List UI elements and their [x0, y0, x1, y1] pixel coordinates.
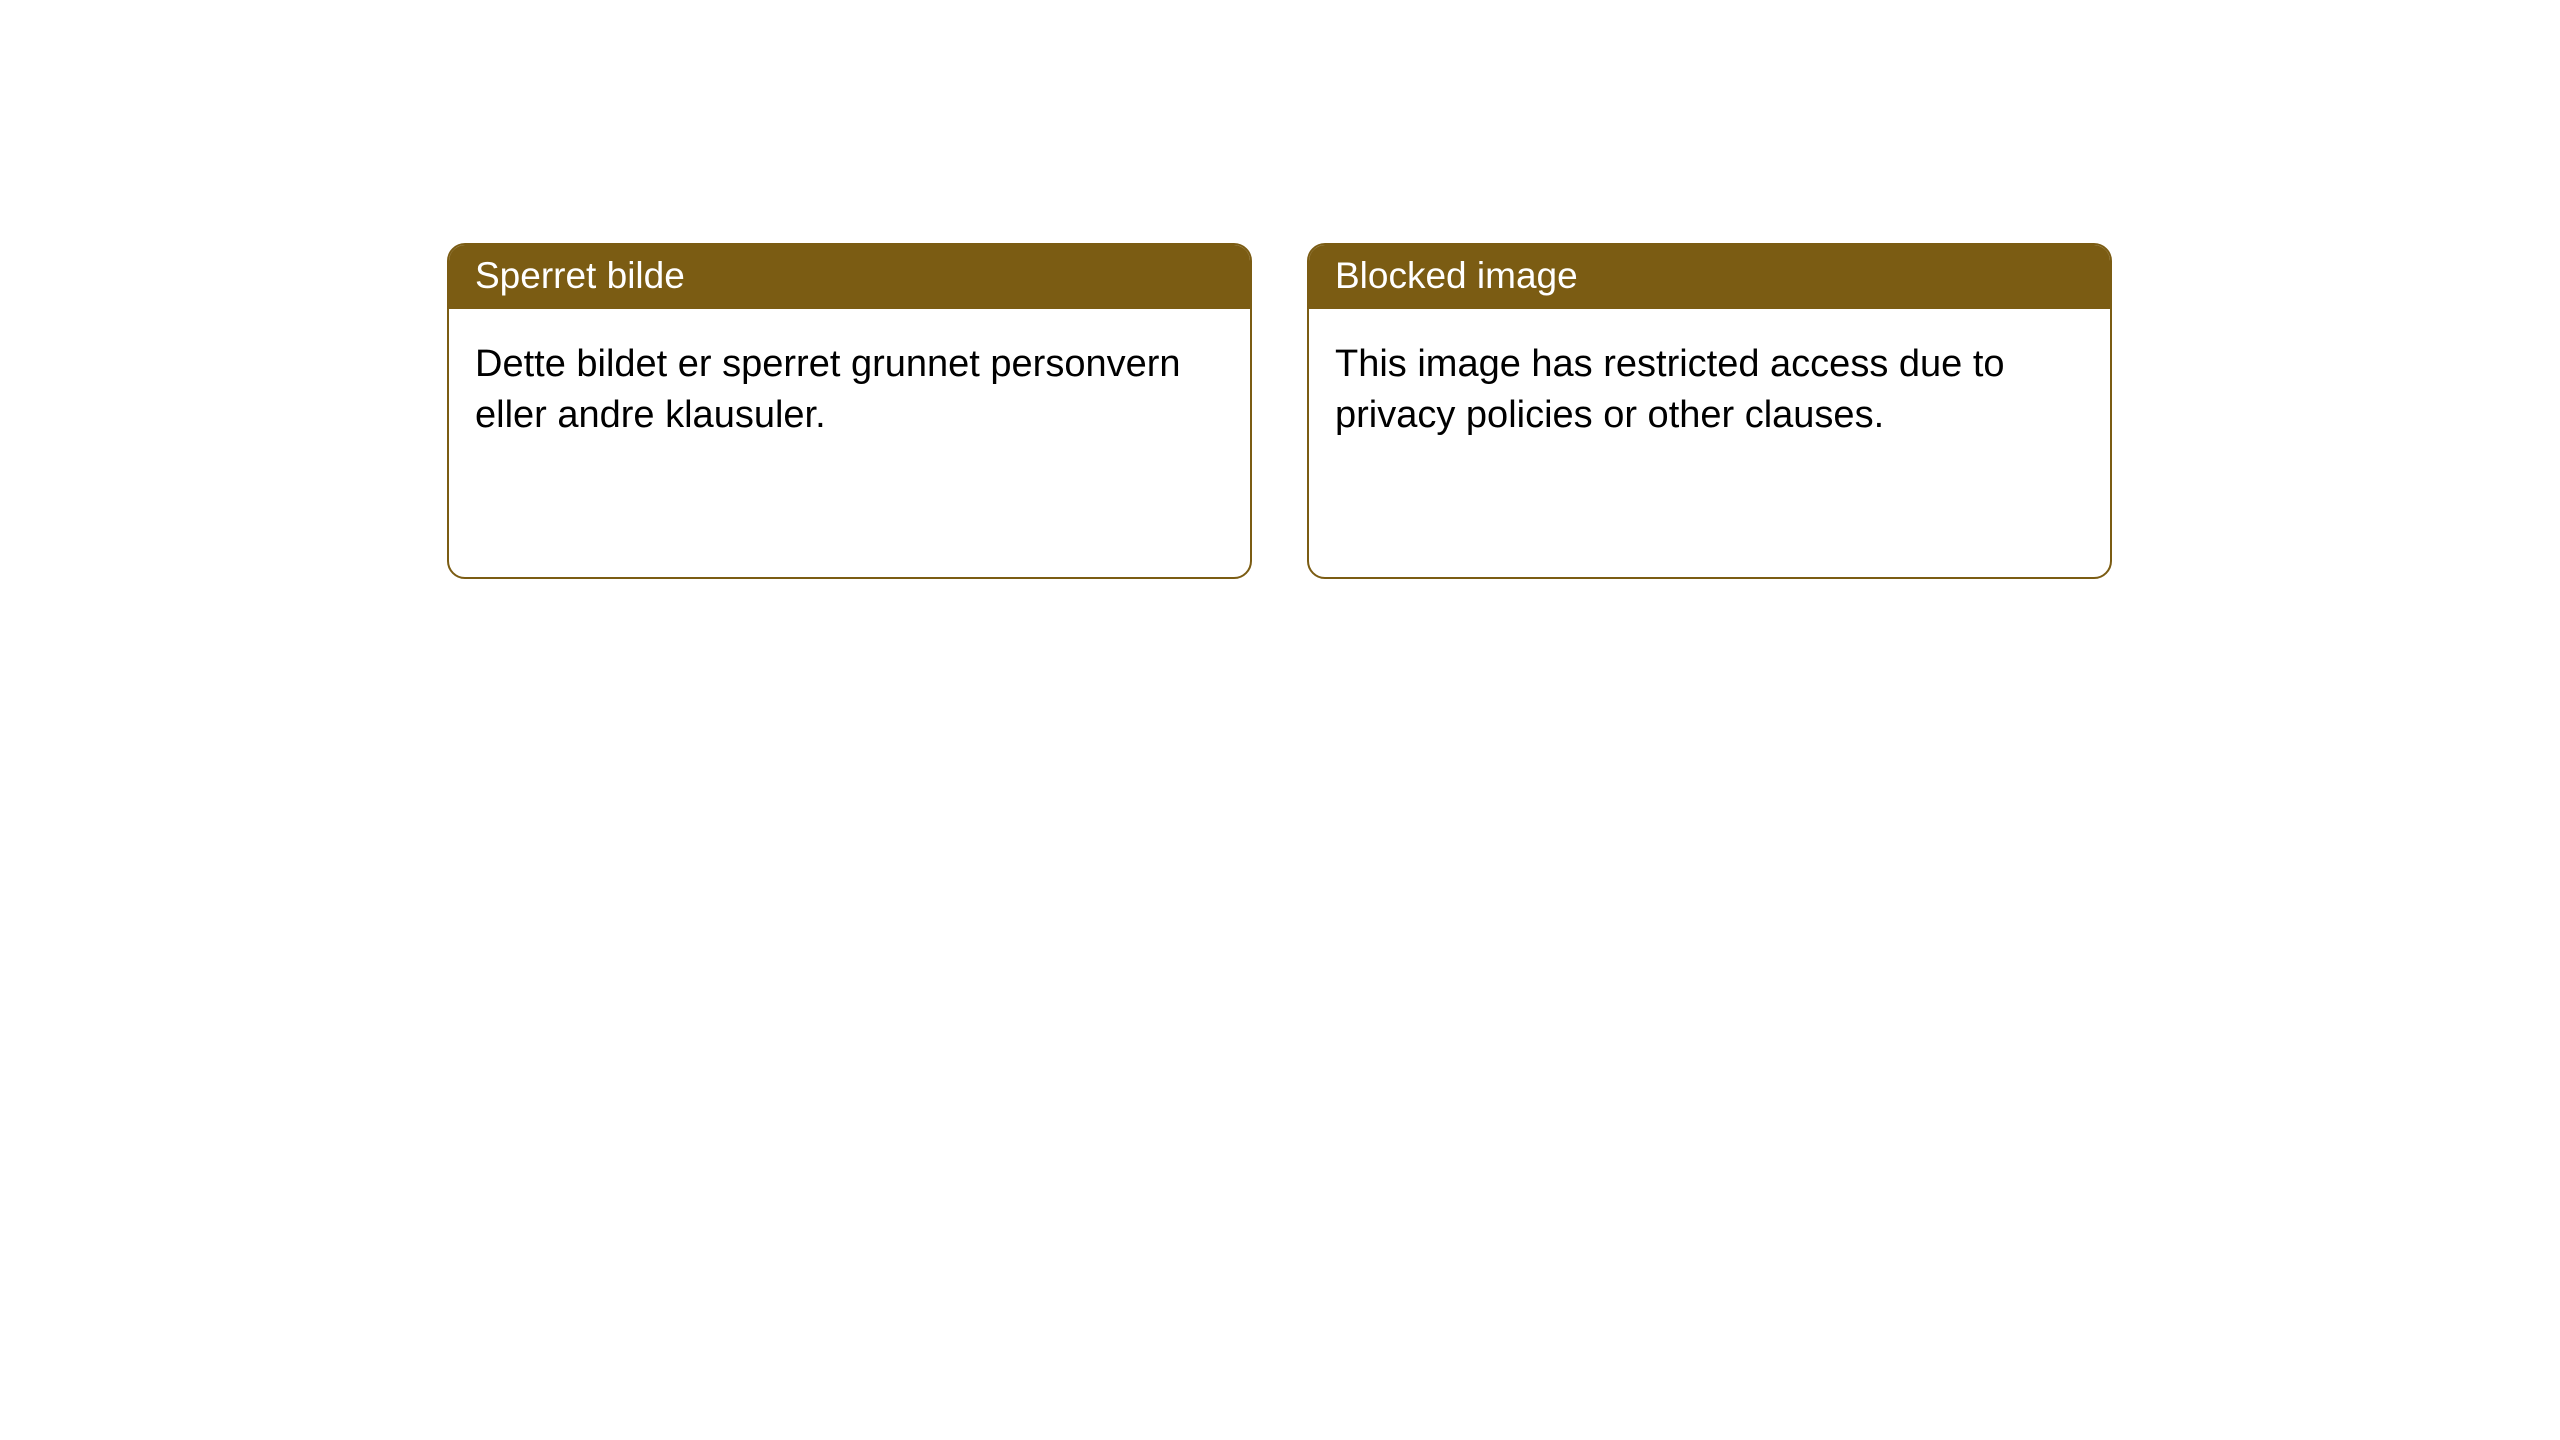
notice-card-container: Sperret bilde Dette bildet er sperret gr…	[447, 243, 2112, 579]
card-title: Blocked image	[1335, 255, 1578, 296]
card-body: Dette bildet er sperret grunnet personve…	[449, 309, 1250, 468]
card-message: Dette bildet er sperret grunnet personve…	[475, 343, 1181, 436]
notice-card-english: Blocked image This image has restricted …	[1307, 243, 2112, 579]
card-title: Sperret bilde	[475, 255, 685, 296]
card-body: This image has restricted access due to …	[1309, 309, 2110, 468]
card-header: Blocked image	[1309, 245, 2110, 309]
card-header: Sperret bilde	[449, 245, 1250, 309]
notice-card-norwegian: Sperret bilde Dette bildet er sperret gr…	[447, 243, 1252, 579]
card-message: This image has restricted access due to …	[1335, 343, 2005, 436]
